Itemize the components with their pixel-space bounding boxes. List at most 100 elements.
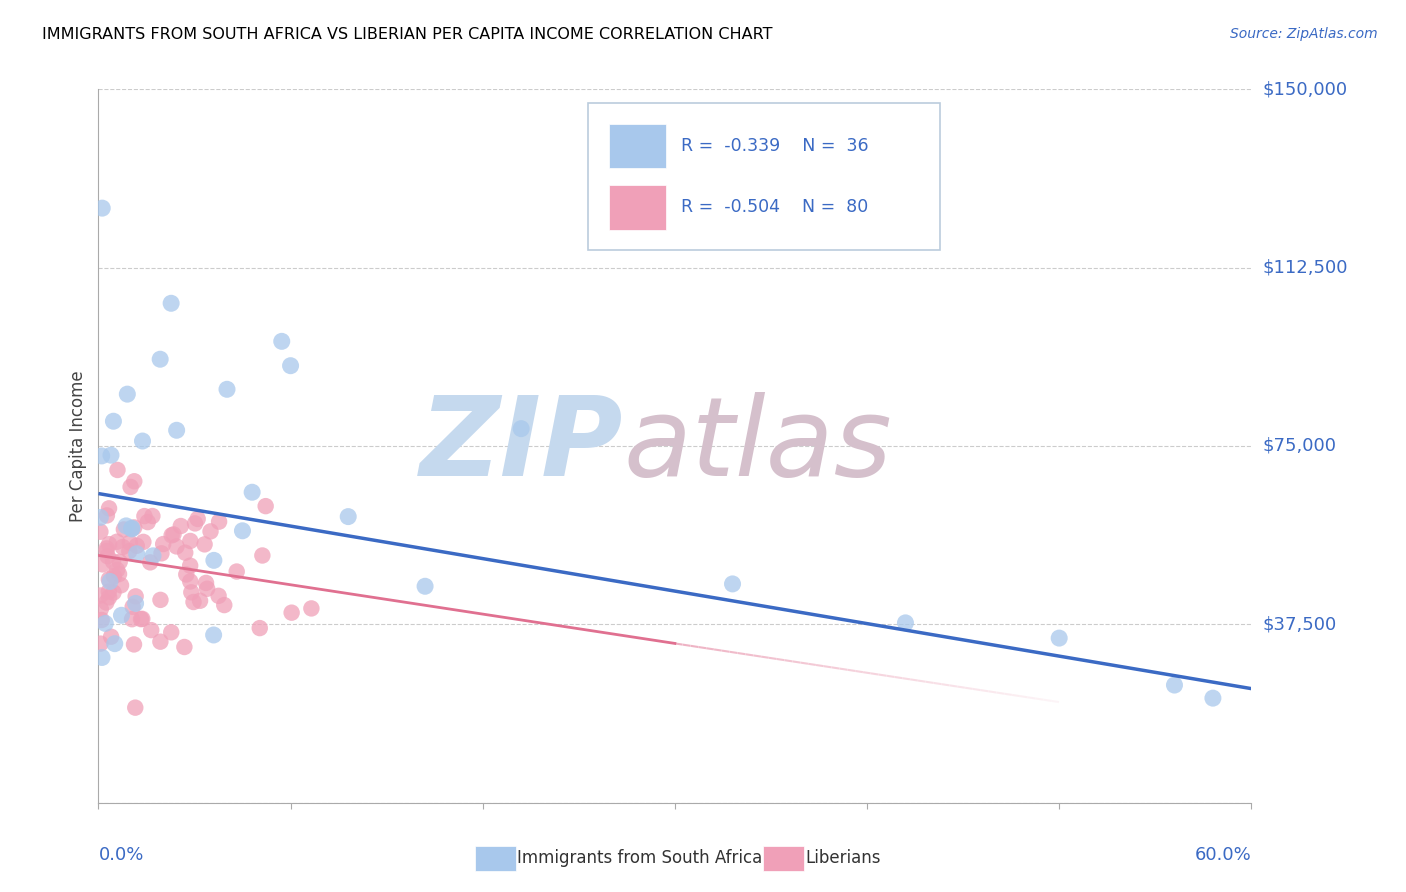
- Point: [160, 528, 183, 542]
- Text: Liberians: Liberians: [806, 849, 882, 867]
- Point: [1047, 631, 1070, 645]
- Point: [187, 512, 209, 526]
- Point: [183, 595, 205, 609]
- Point: [207, 589, 229, 603]
- FancyBboxPatch shape: [609, 185, 665, 229]
- Point: [91, 201, 114, 215]
- Point: [139, 555, 162, 569]
- Point: [121, 599, 143, 614]
- Point: [280, 359, 302, 373]
- Text: Immigrants from South Africa: Immigrants from South Africa: [517, 849, 762, 867]
- Point: [184, 516, 207, 531]
- Point: [141, 509, 163, 524]
- Point: [101, 555, 124, 569]
- Point: [174, 546, 197, 560]
- Point: [103, 569, 125, 583]
- Text: 60.0%: 60.0%: [1195, 846, 1251, 863]
- Point: [240, 485, 263, 500]
- Text: R =  -0.504    N =  80: R = -0.504 N = 80: [681, 198, 868, 216]
- Point: [194, 537, 217, 551]
- Point: [1202, 691, 1225, 706]
- Point: [90, 613, 112, 627]
- Point: [215, 382, 238, 396]
- Point: [174, 567, 197, 582]
- Point: [149, 352, 172, 367]
- Point: [152, 537, 174, 551]
- Point: [141, 623, 163, 637]
- Point: [125, 539, 148, 553]
- Point: [98, 574, 121, 589]
- Point: [117, 387, 139, 401]
- Point: [162, 527, 184, 541]
- Point: [337, 509, 360, 524]
- Text: $75,000: $75,000: [1263, 437, 1337, 455]
- Point: [100, 630, 122, 644]
- Point: [124, 475, 146, 489]
- Point: [894, 615, 917, 630]
- Point: [131, 612, 153, 626]
- Text: Source: ZipAtlas.com: Source: ZipAtlas.com: [1230, 27, 1378, 41]
- Text: ZIP: ZIP: [419, 392, 623, 500]
- Point: [249, 621, 271, 635]
- Point: [97, 549, 120, 564]
- Point: [231, 524, 253, 538]
- Point: [166, 540, 188, 554]
- Point: [90, 449, 112, 463]
- Point: [89, 637, 111, 651]
- Point: [195, 582, 218, 596]
- Point: [121, 522, 143, 536]
- Point: [150, 546, 173, 560]
- Point: [142, 549, 165, 563]
- Point: [252, 549, 274, 563]
- Point: [112, 523, 135, 537]
- Point: [96, 508, 118, 523]
- Point: [200, 524, 222, 539]
- Point: [413, 579, 436, 593]
- Point: [98, 501, 121, 516]
- Y-axis label: Per Capita Income: Per Capita Income: [69, 370, 87, 522]
- Text: 0.0%: 0.0%: [98, 846, 143, 863]
- Text: $112,500: $112,500: [1263, 259, 1348, 277]
- Point: [188, 593, 211, 607]
- Point: [96, 541, 118, 556]
- Point: [179, 533, 201, 548]
- Point: [214, 598, 236, 612]
- Point: [299, 601, 322, 615]
- Point: [100, 448, 122, 462]
- Point: [195, 575, 218, 590]
- Point: [108, 555, 131, 569]
- Point: [89, 510, 111, 524]
- Point: [105, 563, 128, 577]
- Point: [179, 558, 201, 573]
- Point: [166, 423, 188, 437]
- Point: [97, 572, 120, 586]
- Point: [124, 700, 146, 714]
- Point: [110, 578, 132, 592]
- Point: [1163, 678, 1185, 692]
- Point: [91, 558, 114, 572]
- Point: [98, 591, 121, 605]
- Point: [270, 334, 292, 349]
- Point: [89, 524, 111, 539]
- Point: [115, 519, 138, 533]
- Text: atlas: atlas: [623, 392, 891, 500]
- Point: [510, 422, 533, 436]
- Point: [208, 515, 231, 529]
- FancyBboxPatch shape: [588, 103, 941, 250]
- Point: [202, 553, 225, 567]
- Point: [89, 589, 111, 603]
- Point: [160, 296, 183, 310]
- Point: [280, 606, 302, 620]
- Point: [132, 534, 155, 549]
- Point: [96, 595, 118, 609]
- Point: [122, 520, 145, 534]
- Point: [98, 537, 121, 551]
- Point: [160, 625, 183, 640]
- Point: [110, 608, 132, 623]
- Point: [124, 596, 146, 610]
- Point: [225, 565, 247, 579]
- Point: [121, 521, 143, 535]
- Point: [96, 544, 118, 558]
- FancyBboxPatch shape: [609, 124, 665, 169]
- Text: IMMIGRANTS FROM SOUTH AFRICA VS LIBERIAN PER CAPITA INCOME CORRELATION CHART: IMMIGRANTS FROM SOUTH AFRICA VS LIBERIAN…: [42, 27, 773, 42]
